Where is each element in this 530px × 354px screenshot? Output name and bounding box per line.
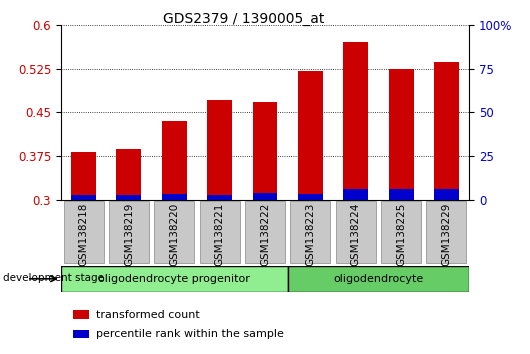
FancyBboxPatch shape [290,201,330,263]
Bar [73,330,89,338]
FancyBboxPatch shape [335,201,376,263]
FancyBboxPatch shape [109,201,149,263]
Bar [252,193,278,200]
FancyBboxPatch shape [154,201,195,263]
FancyBboxPatch shape [288,266,469,292]
Bar [434,62,459,200]
Bar [71,195,96,200]
FancyBboxPatch shape [200,201,240,263]
Bar [298,71,323,200]
Bar [388,189,413,200]
FancyBboxPatch shape [427,201,466,263]
Text: GSM138222: GSM138222 [260,202,270,266]
FancyBboxPatch shape [381,201,421,263]
Bar [343,42,368,200]
FancyBboxPatch shape [61,266,288,292]
FancyBboxPatch shape [245,201,285,263]
Text: GSM138229: GSM138229 [441,202,452,266]
Bar [298,194,323,200]
Bar [162,121,187,200]
Text: GSM138220: GSM138220 [169,202,179,266]
Text: GSM138225: GSM138225 [396,202,406,266]
Bar [162,194,187,200]
Text: GSM138224: GSM138224 [351,202,361,266]
Bar [252,102,278,200]
Text: GSM138223: GSM138223 [305,202,315,266]
Text: development stage: development stage [3,273,104,283]
Text: oligodendrocyte progenitor: oligodendrocyte progenitor [99,274,250,284]
Text: GDS2379 / 1390005_at: GDS2379 / 1390005_at [163,12,324,27]
Bar [117,149,142,200]
Text: GSM138219: GSM138219 [124,202,134,266]
Text: percentile rank within the sample: percentile rank within the sample [95,329,284,339]
Bar [207,195,232,200]
Bar [71,152,96,200]
Bar [117,195,142,200]
Bar [207,100,232,200]
FancyBboxPatch shape [64,201,103,263]
Bar [434,189,459,200]
Text: GSM138221: GSM138221 [215,202,225,266]
Bar [73,310,89,319]
Text: oligodendrocyte: oligodendrocyte [333,274,423,284]
Text: GSM138218: GSM138218 [78,202,89,266]
Text: transformed count: transformed count [95,309,199,320]
Bar [388,69,413,200]
Bar [343,189,368,200]
